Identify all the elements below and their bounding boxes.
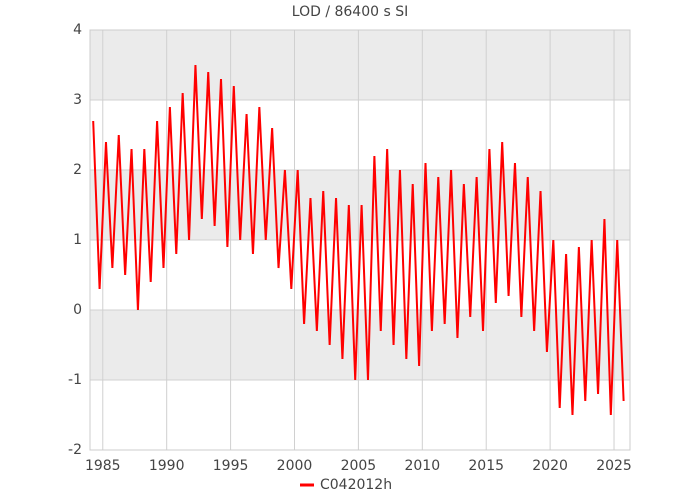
x-tick-label: 2005 <box>341 458 377 474</box>
y-tick-label: 3 <box>73 92 82 108</box>
x-tick-label: 1990 <box>149 458 185 474</box>
x-tick-label: 2015 <box>468 458 504 474</box>
chart-title: LOD / 86400 s SI <box>292 4 408 20</box>
grid-band <box>90 30 630 100</box>
x-tick-label: 2010 <box>404 458 440 474</box>
legend-label: C042012h <box>320 477 392 493</box>
x-tick-label: 2020 <box>532 458 568 474</box>
x-tick-label: 1995 <box>213 458 249 474</box>
x-tick-label: 2000 <box>277 458 313 474</box>
y-tick-label: 1 <box>73 232 82 248</box>
data-line <box>92 64 625 416</box>
y-tick-label: -2 <box>68 442 82 458</box>
plot-border <box>89 29 631 451</box>
y-tick-label: -1 <box>68 372 82 388</box>
y-tick-label: 4 <box>73 22 82 38</box>
x-tick-label: 1985 <box>85 458 121 474</box>
x-tick-label: 2025 <box>596 458 632 474</box>
y-tick-label: 0 <box>73 302 82 318</box>
grid-band <box>90 310 630 380</box>
y-tick-label: 2 <box>73 162 82 178</box>
